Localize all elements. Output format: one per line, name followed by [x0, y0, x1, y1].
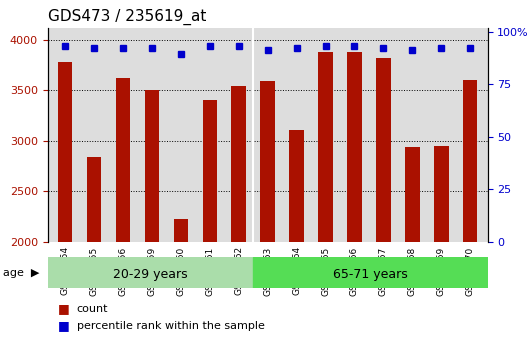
Text: count: count — [77, 304, 108, 314]
Bar — [434, 146, 448, 242]
Bar — [116, 78, 130, 242]
Text: ■: ■ — [58, 302, 70, 315]
Bar — [48, 257, 253, 288]
Bar — [87, 157, 101, 241]
Text: GDS473 / 235619_at: GDS473 / 235619_at — [48, 9, 206, 25]
Text: percentile rank within the sample: percentile rank within the sample — [77, 321, 264, 331]
Bar — [319, 52, 333, 241]
Bar — [260, 81, 275, 241]
Text: 20-29 years: 20-29 years — [113, 268, 188, 280]
Bar — [58, 62, 72, 241]
Bar — [253, 257, 488, 288]
Bar — [202, 100, 217, 242]
Bar — [145, 90, 159, 242]
Bar — [232, 86, 246, 241]
Bar — [463, 80, 478, 242]
Bar — [405, 147, 420, 242]
Bar — [347, 52, 361, 241]
Text: age  ▶: age ▶ — [3, 268, 39, 277]
Bar — [376, 58, 391, 241]
Bar — [289, 130, 304, 242]
Text: 65-71 years: 65-71 years — [333, 268, 408, 280]
Bar — [174, 219, 188, 242]
Text: ■: ■ — [58, 319, 70, 333]
